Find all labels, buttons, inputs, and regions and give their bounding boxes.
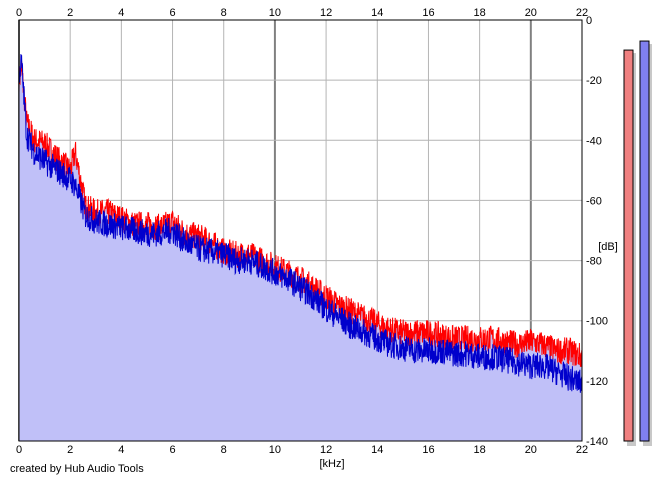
x-tick-bottom-9: 18 [474,444,486,456]
x-tick-bottom-6: 12 [320,444,332,456]
level-meters [623,40,652,447]
x-tick-bottom-8: 16 [422,444,434,456]
y-tick-labels: 0 -20 -40 -60 -80 -100 -120 -140 [586,15,608,448]
x-tick-bottom-1: 2 [67,444,73,456]
y-tick-3: -60 [586,195,602,207]
credit-text: created by Hub Audio Tools [10,463,144,475]
y-tick-7: -140 [586,436,608,448]
x-tick-bottom-5: 10 [269,444,281,456]
x-tick-top-1: 2 [67,7,73,19]
y-tick-4: -80 [586,256,602,268]
x-tick-top-2: 4 [118,7,124,19]
series-line-1 [18,54,583,393]
x-tick-bottom-11: 22 [576,444,588,456]
x-tick-bottom-7: 14 [371,444,383,456]
spectrum-fill [19,54,582,441]
series-layer [18,54,583,393]
level-meter-0 [623,49,634,442]
y-tick-5: -100 [586,316,608,328]
x-tick-labels-top: 0 2 4 6 8 10 12 14 16 18 20 22 [16,7,588,19]
x-tick-bottom-3: 6 [169,444,175,456]
x-tick-bottom-2: 4 [118,444,124,456]
x-tick-bottom-10: 20 [525,444,537,456]
plot-border [18,19,583,442]
y-axis-label: [dB] [598,241,618,253]
x-tick-top-10: 20 [525,7,537,19]
x-tick-top-6: 12 [320,7,332,19]
y-tick-1: -20 [586,75,602,87]
x-tick-top-9: 18 [474,7,486,19]
x-tick-labels-bottom: 0 2 4 6 8 10 12 14 16 18 20 22 [16,444,588,456]
y-tick-6: -120 [586,376,608,388]
x-tick-top-0: 0 [16,7,22,19]
x-tick-top-7: 14 [371,7,383,19]
x-tick-top-5: 10 [269,7,281,19]
x-tick-top-3: 6 [169,7,175,19]
level-meter-1 [639,40,650,442]
x-tick-top-8: 16 [422,7,434,19]
y-tick-2: -40 [586,135,602,147]
x-axis-label: [kHz] [319,458,344,470]
x-tick-bottom-4: 8 [221,444,227,456]
spectrum-fill-layer [19,54,582,441]
x-tick-top-4: 8 [221,7,227,19]
x-tick-top-11: 22 [576,7,588,19]
x-tick-bottom-0: 0 [16,444,22,456]
y-tick-0: 0 [586,15,592,27]
